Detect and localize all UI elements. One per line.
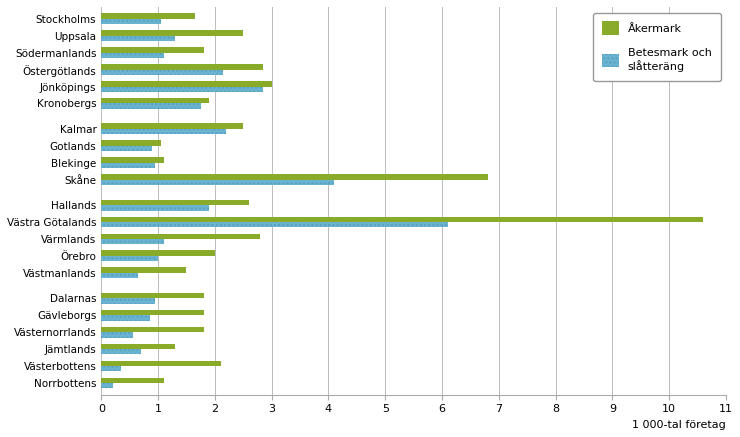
- Bar: [101, 36, 175, 41]
- Bar: [101, 273, 138, 278]
- Bar: [101, 332, 132, 337]
- Bar: [101, 205, 209, 211]
- Bar: [101, 310, 204, 315]
- Bar: [101, 366, 121, 371]
- Bar: [101, 104, 201, 109]
- Bar: [101, 69, 223, 75]
- X-axis label: 1 000-tal företag: 1 000-tal företag: [632, 420, 726, 430]
- Legend: Åkermark, Betesmark och
slåtteräng: Åkermark, Betesmark och slåtteräng: [593, 13, 721, 81]
- Bar: [101, 378, 164, 383]
- Bar: [101, 157, 164, 163]
- Bar: [101, 315, 149, 321]
- Bar: [101, 64, 263, 69]
- Bar: [101, 239, 164, 244]
- Bar: [101, 87, 263, 92]
- Bar: [101, 233, 260, 239]
- Bar: [101, 200, 249, 205]
- Bar: [101, 47, 204, 53]
- Bar: [101, 30, 243, 36]
- Bar: [101, 256, 158, 261]
- Bar: [101, 174, 488, 180]
- Bar: [101, 14, 195, 19]
- Bar: [101, 129, 226, 134]
- Bar: [101, 98, 209, 104]
- Bar: [101, 124, 243, 129]
- Bar: [101, 293, 204, 298]
- Bar: [101, 53, 164, 58]
- Bar: [101, 19, 161, 24]
- Bar: [101, 163, 155, 168]
- Bar: [101, 267, 186, 273]
- Bar: [101, 383, 112, 388]
- Bar: [101, 361, 221, 366]
- Bar: [101, 81, 272, 87]
- Bar: [101, 180, 334, 185]
- Bar: [101, 146, 152, 151]
- Bar: [101, 327, 204, 332]
- Bar: [101, 250, 215, 256]
- Bar: [101, 343, 175, 349]
- Bar: [101, 140, 161, 146]
- Bar: [101, 217, 703, 222]
- Bar: [101, 298, 155, 304]
- Bar: [101, 349, 141, 354]
- Bar: [101, 222, 448, 227]
